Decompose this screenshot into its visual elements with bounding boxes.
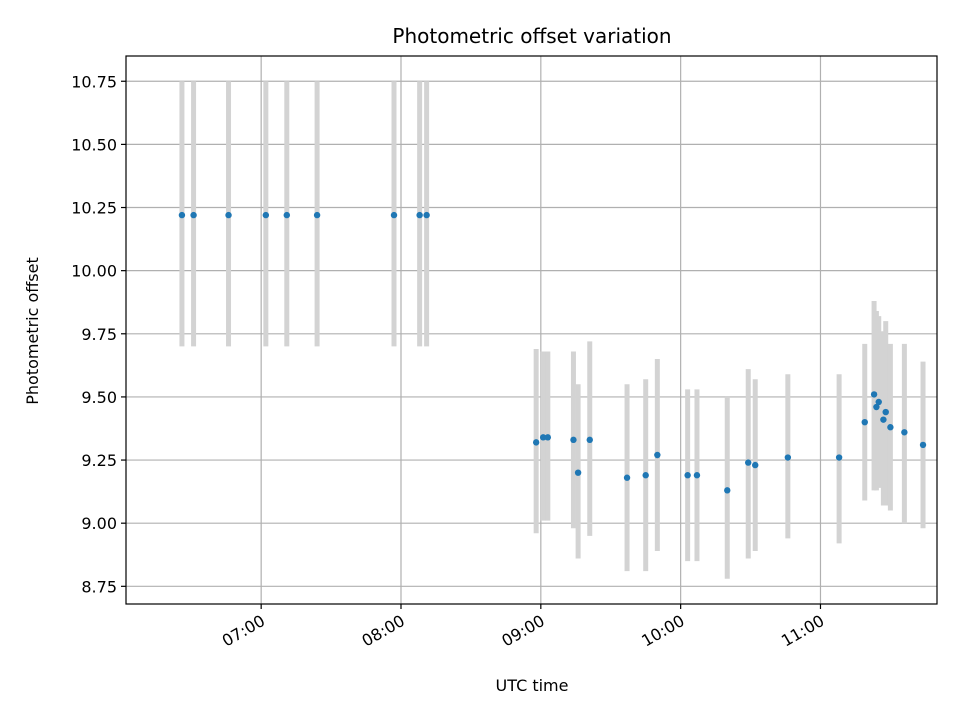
data-point xyxy=(390,211,398,219)
y-axis-label: Photometric offset xyxy=(23,257,42,405)
y-tick-label: 8.75 xyxy=(81,577,117,596)
data-point xyxy=(283,211,291,219)
data-point xyxy=(875,398,882,406)
y-axis-ticks: 8.75 9.00 9.25 9.50 9.75 10.00 10.25 10.50 10.75 xyxy=(71,72,126,596)
y-tick-label: 9.50 xyxy=(81,388,117,407)
plot-frame xyxy=(125,55,938,605)
data-point xyxy=(544,434,552,441)
data-point xyxy=(919,441,927,449)
y-tick-label: 9.25 xyxy=(81,451,117,470)
data-point xyxy=(225,211,232,219)
data-point xyxy=(190,211,197,219)
y-tick-label: 9.75 xyxy=(81,325,117,344)
data-point xyxy=(784,454,792,461)
data-point xyxy=(745,459,752,466)
data-point xyxy=(586,436,593,444)
data-point xyxy=(642,472,649,479)
data-point xyxy=(532,439,540,446)
data-point xyxy=(313,211,321,219)
data-point xyxy=(178,211,186,219)
data-point xyxy=(262,211,270,219)
data-point xyxy=(901,429,908,436)
data-point xyxy=(873,403,880,411)
data-point xyxy=(623,474,631,481)
data-point xyxy=(693,472,701,479)
data-point xyxy=(654,451,661,459)
data-point xyxy=(752,461,759,469)
data-points xyxy=(178,211,927,494)
y-tick-label: 10.00 xyxy=(71,262,117,281)
data-point xyxy=(880,416,887,423)
data-point xyxy=(887,424,894,431)
data-point xyxy=(570,436,577,444)
y-tick-label: 9.00 xyxy=(81,514,117,533)
grid xyxy=(126,56,937,604)
data-point xyxy=(835,454,843,461)
data-point xyxy=(684,472,691,479)
data-point xyxy=(861,418,868,426)
y-tick-label: 10.75 xyxy=(71,72,117,91)
y-tick-label: 10.50 xyxy=(71,135,117,154)
data-point xyxy=(574,469,582,476)
data-point xyxy=(423,211,430,219)
data-point xyxy=(539,434,547,441)
chart-title: Photometric offset variation xyxy=(392,24,671,48)
data-point xyxy=(416,211,423,219)
data-point xyxy=(882,408,889,416)
x-axis-label: UTC time xyxy=(496,676,569,695)
y-tick-label: 10.25 xyxy=(71,199,117,218)
data-point xyxy=(870,391,878,398)
data-point xyxy=(724,487,731,494)
